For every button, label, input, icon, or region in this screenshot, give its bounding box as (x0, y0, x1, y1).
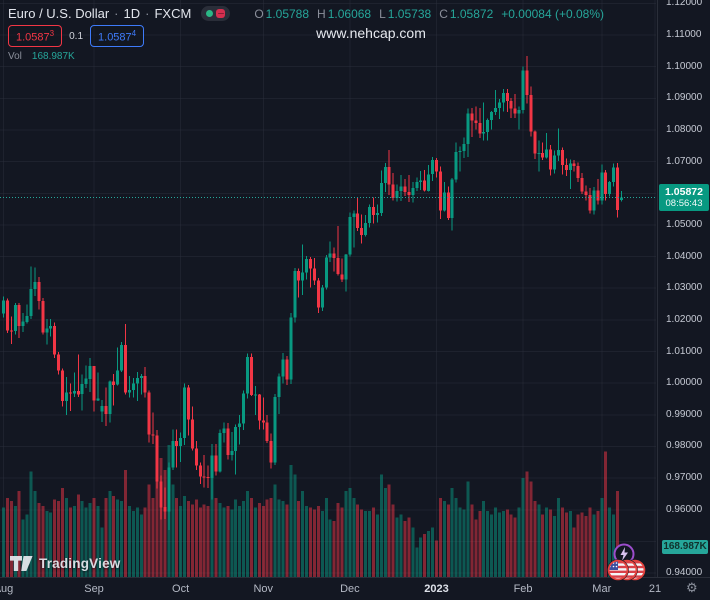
tradingview-logo[interactable]: TradingView (10, 556, 120, 571)
time-axis-label: Oct (172, 583, 190, 595)
market-status-toggle[interactable] (201, 6, 231, 21)
volume-row: Vol 168.987K (8, 51, 604, 62)
price-axis-label: 0.98000 (666, 440, 703, 452)
ohlc-key: H (317, 6, 326, 21)
time-axis-label: Sep (84, 583, 104, 595)
interval-label[interactable]: 1D (123, 6, 141, 21)
volume-value: 168.987K (31, 51, 75, 62)
market-halt-icon (216, 9, 226, 18)
current-price-value: 1.05872 (665, 185, 703, 198)
price-axis-label: 1.04000 (666, 250, 703, 262)
sell-bid-button[interactable]: 1.05873 (8, 24, 63, 48)
price-axis-label: 1.08000 (666, 123, 703, 135)
ohlc-value: 1.06068 (327, 6, 372, 21)
time-axis-label: Mar (592, 583, 612, 595)
price-axis-label: 1.05000 (666, 218, 703, 230)
price-axis-label: 1.10000 (666, 60, 703, 72)
bar-countdown: 08:56:43 (665, 197, 703, 209)
market-open-dot-icon (206, 10, 214, 17)
price-axis-label: 1.12000 (666, 0, 703, 9)
price-axis-label: 0.96000 (666, 503, 703, 515)
chart-legend: Euro / U.S. Dollar · 1D · FXCM O 1.05788 H… (8, 5, 604, 62)
price-axis-label: 1.11000 (666, 29, 702, 40)
time-axis-label: Aug (0, 583, 14, 595)
ohlc-key: O (254, 6, 264, 21)
watermark-text: www.nehcap.com (316, 25, 426, 41)
volume-axis-badge: 168.987K (662, 540, 708, 554)
spread-value: 0.1 (69, 30, 84, 42)
tradingview-logo-text: TradingView (39, 556, 121, 571)
ohlc-values: O 1.05788 H 1.06068 L 1.05738 C 1.05872 (246, 7, 493, 21)
time-axis-label: 2023 (424, 583, 449, 595)
time-axis-label: Dec (340, 583, 360, 595)
ohlc-key: C (439, 6, 448, 21)
time-axis[interactable]: Aug Sep Oct Nov Dec 2023 Feb Mar 21 (0, 577, 710, 600)
price-axis-label: 1.07000 (666, 155, 703, 167)
gear-icon[interactable]: ⚙ (686, 580, 698, 595)
price-axis[interactable]: 1.05872 08:56:43 168.987K 1.12000 1.11000… (657, 0, 710, 579)
ohlc-value: 1.05788 (265, 6, 310, 21)
price-axis-label: 1.09000 (666, 92, 703, 104)
symbol-title-row: Euro / U.S. Dollar · 1D · FXCM O 1.05788 H… (8, 5, 604, 22)
price-axis-label: 1.03000 (666, 282, 703, 294)
price-axis-label: 1.00000 (666, 377, 703, 389)
change-value: +0.00084 (+0.08%) (501, 6, 604, 21)
separator-dot: · (145, 6, 150, 21)
us-flag-events-icon (607, 559, 646, 581)
price-axis-label: 1.02000 (666, 313, 703, 325)
price-axis-label: 1.01000 (666, 345, 703, 357)
ohlc-key: L (379, 6, 386, 21)
tradingview-logo-icon (10, 556, 33, 571)
separator-dot: · (114, 6, 119, 21)
buy-ask-button[interactable]: 1.05874 (90, 24, 145, 48)
volume-label: Vol (8, 51, 22, 62)
exchange-label[interactable]: FXCM (154, 6, 192, 21)
bid-ask-row: 1.05873 0.1 1.05874 (8, 24, 604, 48)
price-axis-label: 0.94000 (666, 567, 703, 579)
symbol-title[interactable]: Euro / U.S. Dollar (8, 6, 110, 21)
price-axis-label: 0.99000 (666, 408, 703, 420)
time-axis-label: Nov (253, 583, 274, 595)
event-markers[interactable] (604, 558, 648, 587)
ohlc-value: 1.05872 (449, 6, 494, 21)
time-axis-label: 21 (648, 583, 662, 595)
current-price-badge: 1.05872 08:56:43 (659, 183, 709, 211)
price-axis-label: 0.97000 (666, 472, 703, 484)
time-axis-label: Feb (513, 583, 533, 595)
ohlc-value: 1.05738 (387, 6, 432, 21)
